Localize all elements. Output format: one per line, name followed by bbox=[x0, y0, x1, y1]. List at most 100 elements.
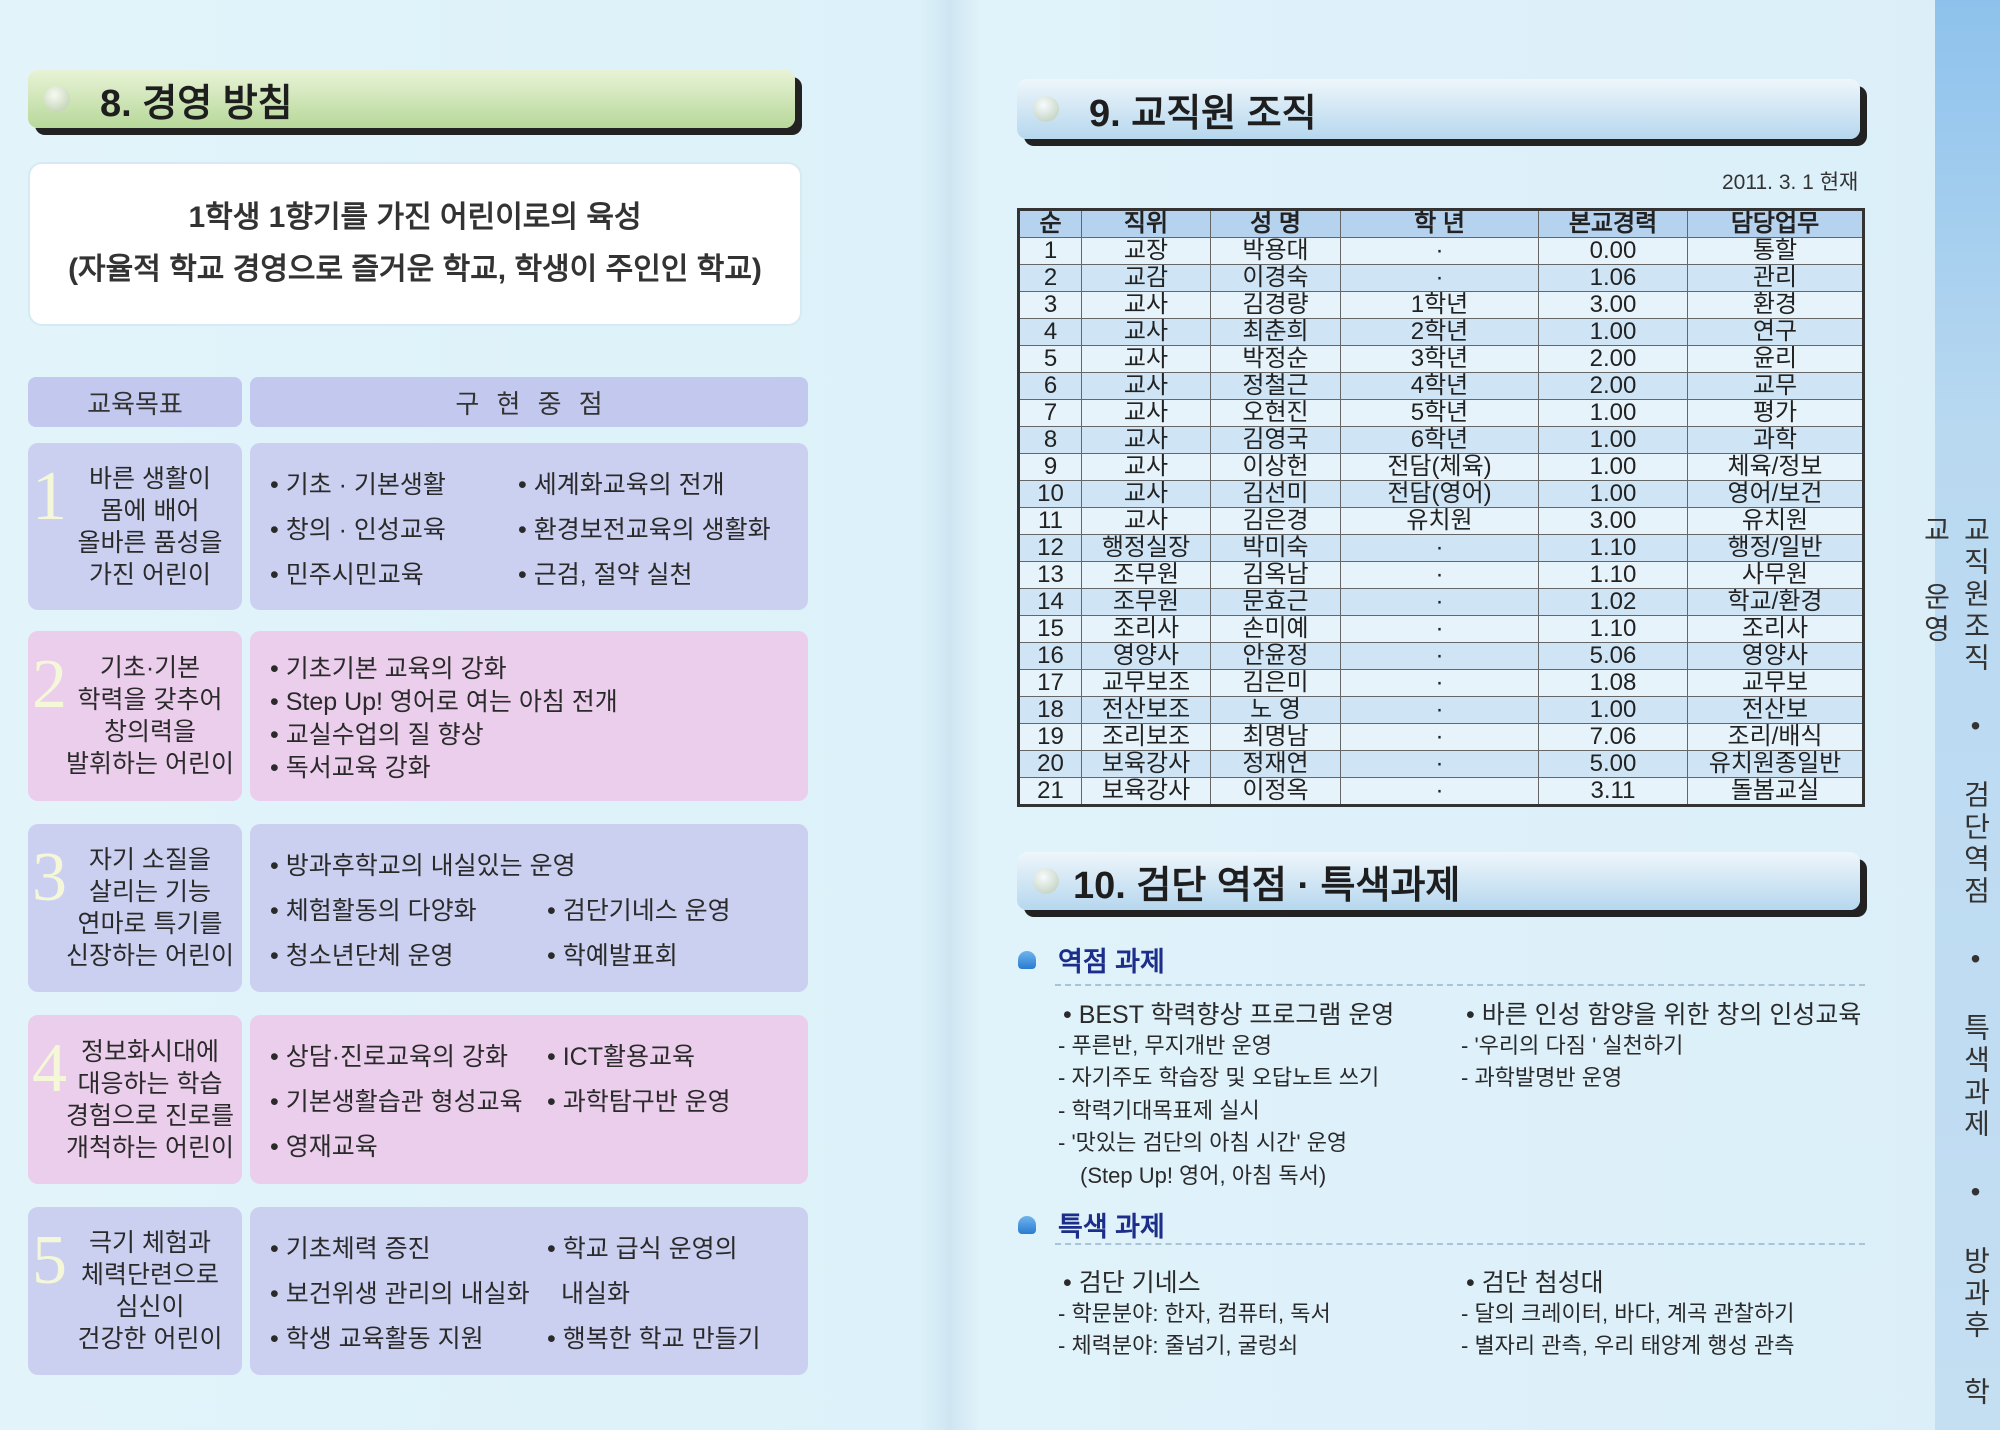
table-cell: 김옥남 bbox=[1210, 561, 1341, 589]
goal-cell: 4 정보화시대에 대응하는 학습 경험으로 진로를 개척하는 어린이 bbox=[28, 1015, 242, 1184]
point-item: • 청소년단체 운영 bbox=[270, 942, 454, 970]
points-cell: • 기초 · 기본생활 • 창의 · 인성교육 • 민주시민교육 • 세계화교육의 전… bbox=[250, 443, 808, 610]
table-row: 12 행정실장 박미숙 · 1.10 행정/일반 bbox=[1018, 534, 1864, 562]
task-line: - 달의 크레이터, 바다, 계곡 관찰하기 bbox=[1461, 1300, 1795, 1326]
table-row: 3 교사 김경량 1학년 3.00 환경 bbox=[1018, 291, 1864, 319]
goal-number: 4 bbox=[32, 1030, 67, 1107]
table-row: 17 교무보조 김은미 · 1.08 교무보 bbox=[1018, 669, 1864, 697]
table-cell: 김영국 bbox=[1210, 426, 1341, 454]
table-cell: 1.02 bbox=[1538, 588, 1688, 616]
column-header: 순 bbox=[1018, 209, 1082, 238]
table-cell: 정철근 bbox=[1210, 372, 1341, 400]
table-cell: 6 bbox=[1018, 372, 1082, 400]
section-8-title: 8. 경영 방침 bbox=[100, 82, 293, 125]
column-header: 본교경력 bbox=[1538, 209, 1688, 238]
goal-number: 2 bbox=[32, 646, 67, 723]
heading-bullet-icon bbox=[1018, 1215, 1036, 1234]
table-cell: 3 bbox=[1018, 291, 1082, 319]
table-cell: 이상헌 bbox=[1210, 453, 1341, 481]
table-cell: 조리사 bbox=[1687, 615, 1864, 643]
goal-number: 3 bbox=[32, 839, 67, 916]
table-cell: 전산보조 bbox=[1081, 696, 1211, 724]
point-item: • 행복한 학교 만들기 bbox=[547, 1325, 761, 1353]
goal-text-line: 연마로 특기를 bbox=[77, 910, 223, 938]
points-cell: • 상담·진로교육의 강화 • 기본생활습관 형성교육 • 영재교육 • ICT활용교… bbox=[250, 1015, 808, 1184]
table-cell: · bbox=[1340, 237, 1539, 265]
heading-bullet-icon bbox=[1018, 950, 1036, 969]
task-line: - 체력분야: 줄넘기, 굴렁쇠 bbox=[1058, 1333, 1299, 1358]
special-tasks-heading-text: 특색 과제 bbox=[1058, 1212, 1165, 1242]
goal-text-line: 가진 어린이 bbox=[89, 560, 211, 589]
table-cell: 교사 bbox=[1081, 426, 1211, 454]
focus-tasks-heading-text: 역점 과제 bbox=[1058, 947, 1165, 977]
goal-text-line: 학력을 갖추어 bbox=[77, 686, 223, 714]
table-cell: 박미숙 bbox=[1210, 534, 1341, 562]
points-cell: • 기초기본 교육의 강화 • Step Up! 영어로 여는 아침 전개 • 교실… bbox=[250, 631, 808, 801]
point-item: • Step Up! 영어로 여는 아침 전개 bbox=[270, 688, 618, 716]
task-line: - '우리의 다짐 ' 실천하기 bbox=[1461, 1032, 1684, 1058]
table-cell: 13 bbox=[1018, 561, 1082, 589]
table-row: 8 교사 김영국 6학년 1.00 과학 bbox=[1018, 426, 1864, 454]
table-cell: 7 bbox=[1018, 399, 1082, 427]
point-item: • 환경보전교육의 생활화 bbox=[518, 516, 771, 544]
motto-line-1: 1학생 1향기를 가진 어린이로의 육성 bbox=[188, 201, 642, 234]
task-line: • 검단 기네스 bbox=[1063, 1269, 1201, 1297]
table-cell: 오현진 bbox=[1210, 399, 1341, 427]
table-cell: 사무원 bbox=[1687, 561, 1864, 589]
goal-text-line: 기초·기본 bbox=[99, 654, 201, 682]
point-item: 내실화 bbox=[561, 1280, 631, 1308]
table-cell: 보육강사 bbox=[1081, 750, 1211, 778]
table-cell: · bbox=[1340, 669, 1539, 697]
table-cell: 영양사 bbox=[1687, 642, 1864, 670]
task-line: • 바른 인성 함양을 위한 창의 인성교육 bbox=[1466, 1001, 1862, 1029]
goal-text-line: 몸에 배어 bbox=[100, 496, 200, 525]
table-row: 13 조무원 김옥남 · 1.10 사무원 bbox=[1018, 561, 1864, 589]
goal-text-line: 극기 체험과 bbox=[89, 1229, 211, 1257]
goal-text: 자기 소질을 살리는 기능 연마로 특기를 신장하는 어린이 bbox=[58, 824, 242, 992]
table-cell: 5 bbox=[1018, 345, 1082, 373]
table-cell: 0.00 bbox=[1538, 237, 1688, 265]
table-cell: 교사 bbox=[1081, 507, 1211, 535]
motto-line-2: (자율적 학교 경영으로 즐거운 학교, 학생이 주인인 학교) bbox=[68, 253, 762, 286]
goal-text: 바른 생활이 몸에 배어 올바른 품성을 가진 어린이 bbox=[58, 443, 242, 610]
table-cell: 1.00 bbox=[1538, 318, 1688, 346]
table-cell: 행정/일반 bbox=[1687, 534, 1864, 562]
table-cell: 유치원종일반 bbox=[1687, 750, 1864, 778]
table-cell: 2.00 bbox=[1538, 372, 1688, 400]
table-cell: 7.06 bbox=[1538, 723, 1688, 751]
goal-cell: 3 자기 소질을 살리는 기능 연마로 특기를 신장하는 어린이 bbox=[28, 824, 242, 992]
table-cell: 안윤정 bbox=[1210, 642, 1341, 670]
table-row: 4 교사 최춘희 2학년 1.00 연구 bbox=[1018, 318, 1864, 346]
column-header: 직위 bbox=[1081, 209, 1211, 238]
goal-cell: 5 극기 체험과 체력단련으로 심신이 건강한 어린이 bbox=[28, 1207, 242, 1375]
point-item: • 기초기본 교육의 강화 bbox=[270, 655, 507, 683]
side-tab bbox=[1935, 0, 2000, 1430]
goal-text-line: 창의력을 bbox=[103, 718, 196, 746]
table-cell: · bbox=[1340, 723, 1539, 751]
goal-header: 교육목표 bbox=[28, 377, 242, 427]
goal-text-line: 정보화시대에 bbox=[80, 1037, 219, 1066]
table-cell: 전담(체육) bbox=[1340, 453, 1539, 481]
table-cell: 김선미 bbox=[1210, 480, 1341, 508]
section-9-title-bar: 9. 교직원 조직 bbox=[1017, 79, 1860, 139]
goal-text-line: 바른 생활이 bbox=[89, 464, 211, 493]
table-cell: 김은경 bbox=[1210, 507, 1341, 535]
table-cell: 12 bbox=[1018, 534, 1082, 562]
table-cell: 체육/정보 bbox=[1687, 453, 1864, 481]
table-cell: 학교/환경 bbox=[1687, 588, 1864, 616]
table-cell: 1 bbox=[1018, 237, 1082, 265]
table-cell: 2.00 bbox=[1538, 345, 1688, 373]
table-row: 15 조리사 손미예 · 1.10 조리사 bbox=[1018, 615, 1864, 643]
bullet-disc-icon bbox=[1033, 868, 1059, 894]
table-cell: 1.00 bbox=[1538, 453, 1688, 481]
table-cell: · bbox=[1340, 696, 1539, 724]
table-cell: 8 bbox=[1018, 426, 1082, 454]
table-cell: 19 bbox=[1018, 723, 1082, 751]
table-row: 21 보육강사 이정옥 · 3.11 돌봄교실 bbox=[1018, 777, 1864, 806]
table-cell: 1.00 bbox=[1538, 426, 1688, 454]
table-cell: 1.06 bbox=[1538, 264, 1688, 292]
goal-cell: 1 바른 생활이 몸에 배어 올바른 품성을 가진 어린이 bbox=[28, 443, 242, 610]
table-cell: 3.00 bbox=[1538, 291, 1688, 319]
task-line: - 푸른반, 무지개반 운영 bbox=[1058, 1032, 1272, 1058]
goal-text-line: 건강한 어린이 bbox=[77, 1325, 223, 1353]
